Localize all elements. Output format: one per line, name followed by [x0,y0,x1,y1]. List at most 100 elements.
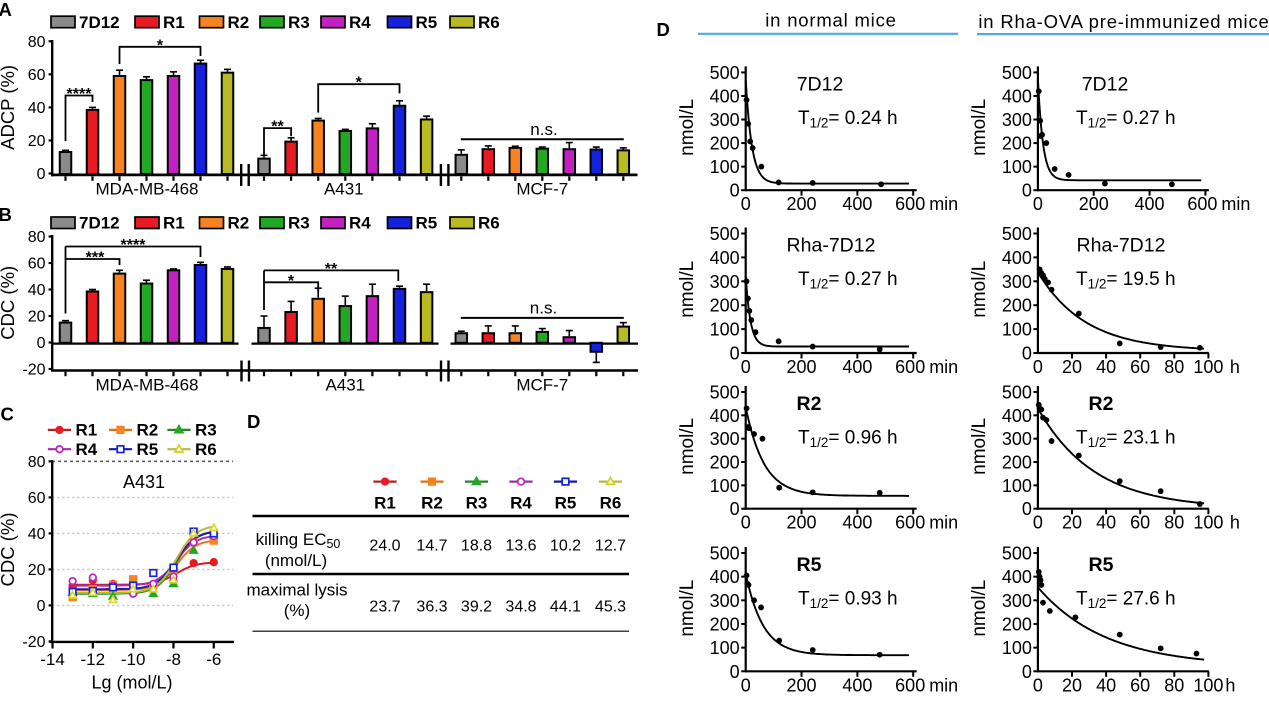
svg-text:200: 200 [787,513,817,533]
svg-text:400: 400 [842,675,872,695]
svg-text:h: h [1230,513,1240,533]
svg-text:100: 100 [1002,476,1032,496]
svg-text:Rha-7D12: Rha-7D12 [787,235,876,257]
svg-text:**: ** [325,261,338,278]
svg-text:0: 0 [730,662,740,682]
svg-text:34.8: 34.8 [505,599,536,616]
svg-text:500: 500 [710,544,740,564]
svg-text:200: 200 [710,296,740,316]
svg-text:100: 100 [1193,675,1223,695]
svg-text:13.6: 13.6 [505,538,536,555]
svg-text:killing EC50: killing EC50 [256,530,341,551]
svg-text:500: 500 [1002,544,1032,564]
svg-text:200: 200 [1002,296,1032,316]
svg-text:100: 100 [710,320,740,340]
svg-text:0: 0 [1022,662,1032,682]
svg-text:400: 400 [1002,86,1032,106]
svg-text:A431: A431 [123,472,165,492]
svg-text:R5: R5 [416,214,438,233]
svg-text:300: 300 [1002,429,1032,449]
svg-text:(%): (%) [284,601,310,620]
svg-text:0: 0 [1033,675,1043,695]
svg-text:60: 60 [28,67,46,84]
svg-text:0: 0 [1033,194,1043,214]
svg-text:600: 600 [895,675,925,695]
svg-text:20: 20 [1062,357,1082,377]
svg-text:R2: R2 [421,494,443,513]
svg-text:20: 20 [28,562,46,579]
svg-text:400: 400 [1002,567,1032,587]
svg-text:45.3: 45.3 [595,599,626,616]
svg-text:R6: R6 [478,214,500,233]
svg-text:R6: R6 [478,13,500,32]
svg-text:40: 40 [28,100,46,117]
svg-text:60: 60 [28,490,46,507]
svg-text:MCF-7: MCF-7 [516,376,568,395]
svg-text:600: 600 [895,357,925,377]
svg-text:200: 200 [710,453,740,473]
svg-text:20: 20 [28,133,46,150]
svg-text:80: 80 [28,34,46,51]
svg-text:R2: R2 [1089,393,1114,415]
svg-text:min: min [1221,194,1250,214]
svg-text:0: 0 [741,513,751,533]
svg-text:min: min [929,675,958,695]
svg-text:T1/2= 0.27 h: T1/2= 0.27 h [1076,108,1176,130]
svg-text:R2: R2 [137,421,159,440]
svg-text:200: 200 [1002,614,1032,634]
svg-text:80: 80 [28,454,46,471]
svg-text:0: 0 [1033,357,1043,377]
svg-text:nmol/L: nmol/L [969,99,990,156]
svg-text:200: 200 [1002,453,1032,473]
svg-text:200: 200 [1002,134,1032,154]
svg-text:-8: -8 [166,650,181,669]
svg-text:80: 80 [1164,513,1184,533]
svg-text:R5: R5 [1089,554,1114,576]
svg-text:7D12: 7D12 [1082,73,1129,95]
svg-text:R1: R1 [76,421,98,440]
svg-text:C: C [1,404,14,425]
svg-text:100: 100 [1002,638,1032,658]
svg-text:*: * [356,75,363,92]
svg-text:400: 400 [710,86,740,106]
svg-text:12.7: 12.7 [595,538,626,555]
svg-text:500: 500 [1002,63,1032,83]
svg-text:n.s.: n.s. [530,299,557,318]
svg-text:0: 0 [730,181,740,201]
svg-text:CDC (%): CDC (%) [0,513,18,587]
svg-text:nmol/L: nmol/L [677,261,698,318]
svg-text:36.3: 36.3 [416,599,447,616]
svg-text:20: 20 [1062,675,1082,695]
svg-text:40: 40 [1096,357,1116,377]
svg-text:60: 60 [1130,357,1150,377]
svg-text:600: 600 [1187,194,1217,214]
svg-text:500: 500 [1002,383,1032,403]
svg-text:0: 0 [1033,513,1043,533]
svg-text:****: **** [67,86,93,103]
svg-text:h: h [1230,357,1240,377]
svg-text:39.2: 39.2 [461,599,492,616]
svg-text:T1/2= 0.24 h: T1/2= 0.24 h [798,108,898,130]
svg-text:(nmol/L): (nmol/L) [265,551,327,570]
svg-text:40: 40 [1096,675,1116,695]
svg-text:R1: R1 [163,13,185,32]
svg-text:R1: R1 [374,494,396,513]
svg-text:7D12: 7D12 [79,214,120,233]
svg-text:0: 0 [1022,344,1032,364]
svg-text:R6: R6 [195,440,217,459]
svg-text:24.0: 24.0 [369,538,400,555]
svg-text:400: 400 [1002,248,1032,268]
svg-text:D: D [657,19,670,40]
svg-text:Rha-7D12: Rha-7D12 [1077,235,1166,257]
svg-text:R3: R3 [195,421,217,440]
svg-text:400: 400 [842,357,872,377]
svg-text:**: ** [271,119,284,136]
svg-text:R5: R5 [797,554,822,576]
svg-text:200: 200 [787,357,817,377]
svg-text:20: 20 [28,309,46,326]
svg-text:nmol/L: nmol/L [677,99,698,156]
svg-text:80: 80 [28,229,46,246]
svg-text:200: 200 [1079,194,1109,214]
svg-text:R4: R4 [510,494,532,513]
svg-text:400: 400 [1002,406,1032,426]
